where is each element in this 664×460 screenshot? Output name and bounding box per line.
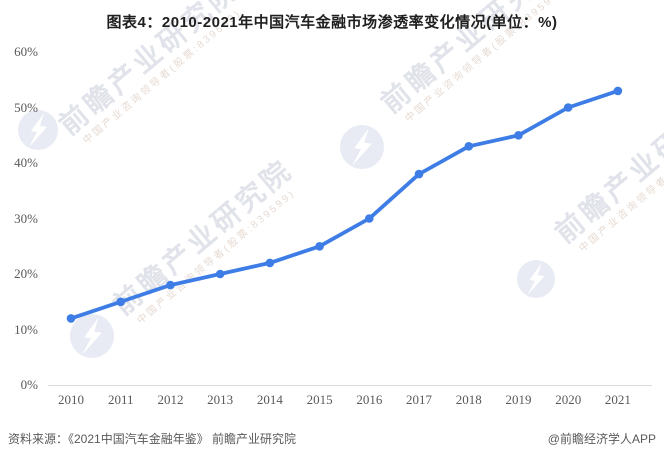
source-text: 资料来源：《2021中国汽车金融年鉴》 前瞻产业研究院 xyxy=(8,432,297,446)
data-point xyxy=(464,142,474,151)
data-point xyxy=(613,86,623,96)
data-point xyxy=(365,214,374,223)
data-point xyxy=(166,280,175,290)
data-point xyxy=(414,169,424,179)
trend-line xyxy=(69,89,620,321)
data-point xyxy=(66,314,76,323)
footer: 资料来源：《2021中国汽车金融年鉴》 前瞻产业研究院 @前瞻经济学人APP xyxy=(8,430,656,447)
data-point xyxy=(265,258,275,268)
data-point xyxy=(514,131,523,140)
credit-text: @前瞻经济学人APP xyxy=(547,432,656,446)
data-point xyxy=(563,103,573,112)
page-title: 图表4：2010-2021年中国汽车金融市场渗透率变化情况(单位：%) xyxy=(106,14,558,31)
data-point xyxy=(315,242,324,251)
data-point xyxy=(215,269,225,279)
data-point xyxy=(116,297,125,307)
